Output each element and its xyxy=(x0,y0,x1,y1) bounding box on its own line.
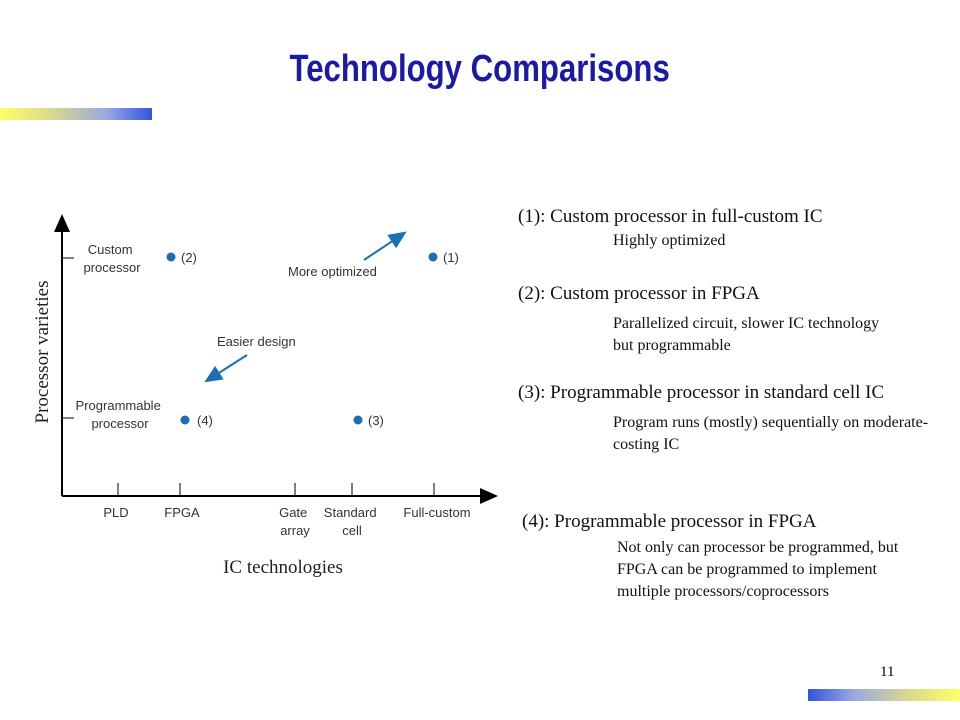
x-axis-title: IC technologies xyxy=(223,557,343,578)
point-label-3: (3) xyxy=(368,413,384,428)
description-3: (3): Programmable processor in standard … xyxy=(518,380,928,456)
y-category-programmable-line1: Programmable xyxy=(76,398,161,413)
y-category-custom-line2: processor xyxy=(83,260,141,275)
point-1 xyxy=(428,252,438,262)
description-1-heading: (1): Custom processor in full-custom IC xyxy=(518,206,823,227)
point-2 xyxy=(166,252,176,262)
decorative-gradient-bar-bottom xyxy=(808,689,960,701)
y-axis-title: Processor varieties xyxy=(32,281,53,424)
easier-design-arrow xyxy=(204,354,248,383)
description-4-heading: (4): Programmable processor in FPGA xyxy=(522,511,817,532)
x-category-full-custom: Full-custom xyxy=(403,505,470,520)
more-optimized-arrow xyxy=(363,231,407,261)
description-2: (2): Custom processor in FPGA Paralleliz… xyxy=(518,281,918,357)
y-category-programmable-line2: processor xyxy=(91,416,149,431)
x-category-pld: PLD xyxy=(103,505,128,520)
point-3 xyxy=(353,415,363,425)
y-category-custom-processor: Custom processor xyxy=(83,242,141,275)
decorative-gradient-bar-top xyxy=(0,108,152,120)
point-4 xyxy=(180,415,190,425)
description-4: (4): Programmable processor in FPGA Not … xyxy=(522,509,942,603)
point-label-2: (2) xyxy=(181,250,197,265)
more-optimized-label: More optimized xyxy=(288,264,377,279)
x-category-standard-cell: Standard cell xyxy=(324,505,380,538)
slide-title: Technology Comparisons xyxy=(289,48,670,90)
description-4-detail: Not only can processor be programmed, bu… xyxy=(617,539,899,600)
description-1: (1): Custom processor in full-custom IC … xyxy=(518,204,938,252)
easier-design-label: Easier design xyxy=(217,334,296,349)
point-label-4: (4) xyxy=(197,413,213,428)
y-category-custom-line1: Custom xyxy=(88,242,133,257)
x-category-gate-array: Gate array xyxy=(279,505,311,538)
description-2-detail: Parallelized circuit, slower IC technolo… xyxy=(613,315,880,354)
y-category-programmable-processor: Programmable processor xyxy=(76,398,165,431)
description-3-detail: Program runs (mostly) sequentially on mo… xyxy=(613,414,929,453)
description-3-heading: (3): Programmable processor in standard … xyxy=(518,382,885,403)
description-1-detail: Highly optimized xyxy=(613,232,726,249)
page-number: 11 xyxy=(880,664,895,680)
point-label-1: (1) xyxy=(443,250,459,265)
x-category-fpga: FPGA xyxy=(164,505,200,520)
description-2-heading: (2): Custom processor in FPGA xyxy=(518,283,760,304)
